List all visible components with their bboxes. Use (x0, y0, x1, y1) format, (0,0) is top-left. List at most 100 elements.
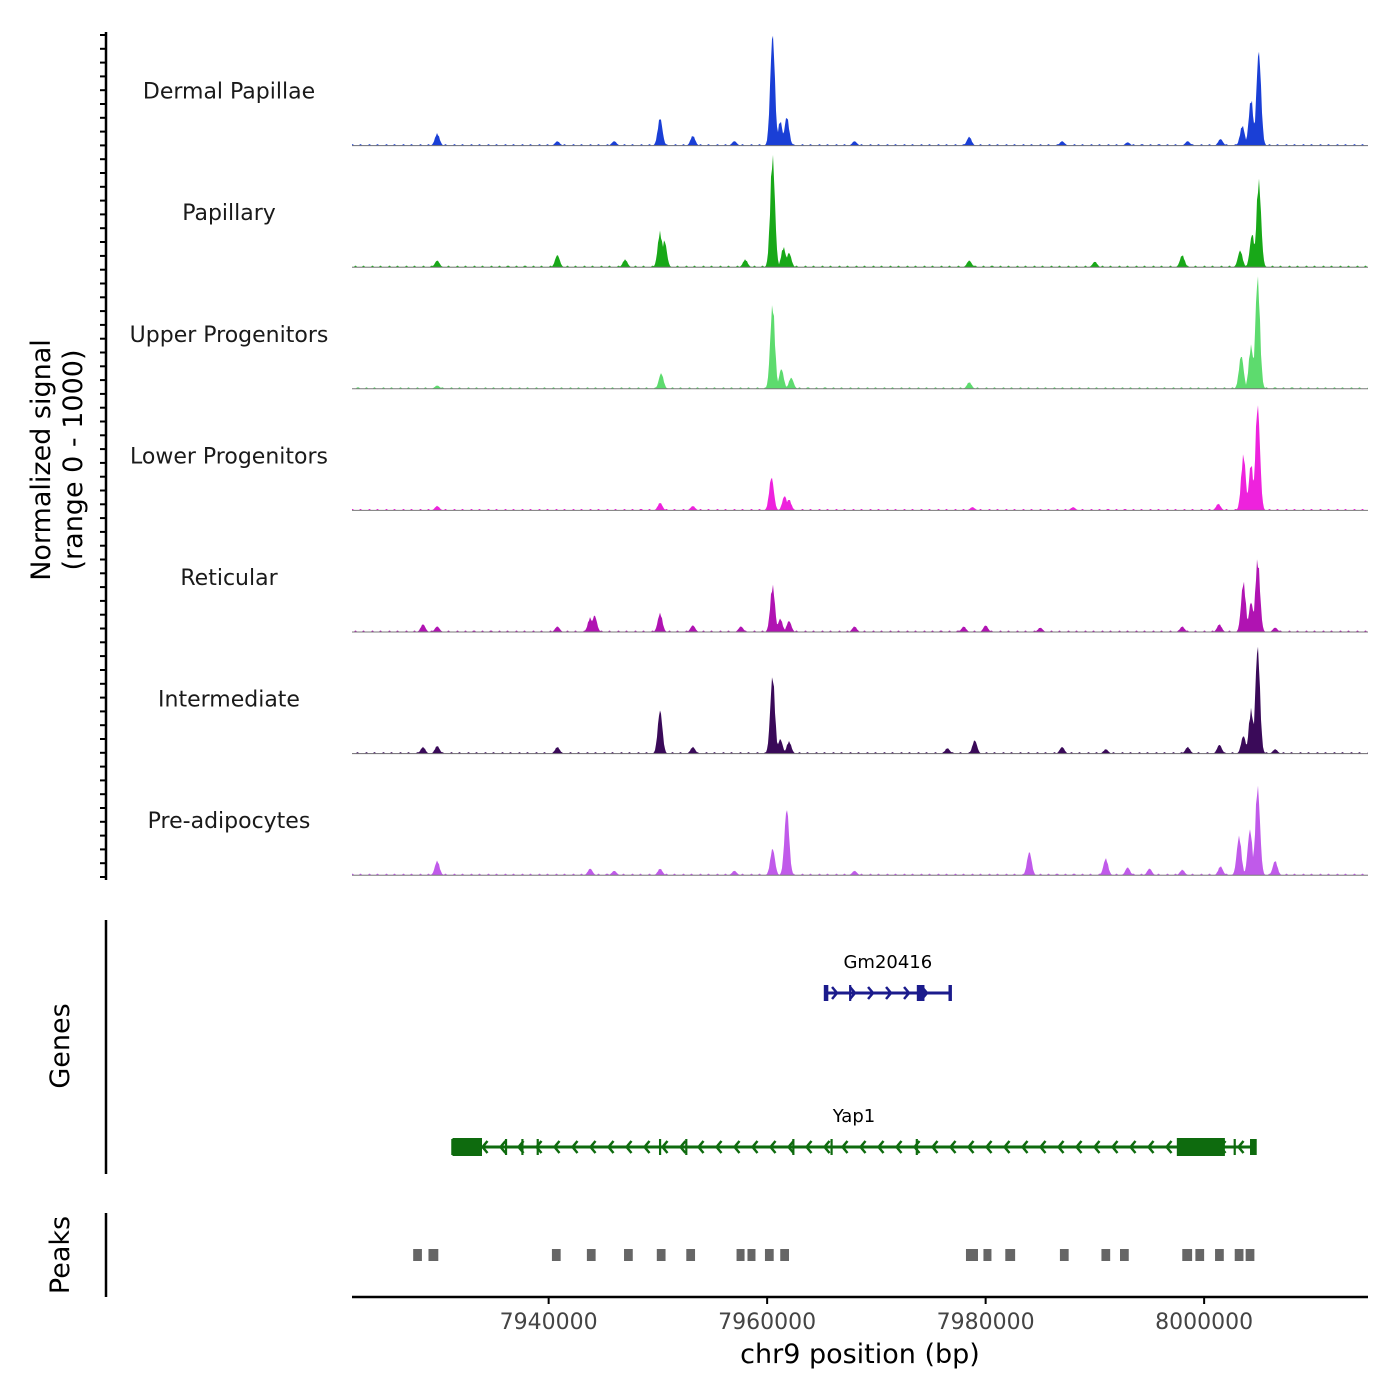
signal-area (352, 405, 1368, 511)
signal-area (352, 785, 1368, 876)
coding-exon (1176, 1138, 1225, 1156)
x-tick-label: 7960000 (718, 1310, 816, 1335)
strand-arrow (1128, 1140, 1137, 1154)
coding-exon (452, 1138, 483, 1156)
signal-area (352, 276, 1368, 389)
track-3: Upper Progenitors (130, 276, 1368, 390)
strand-arrow (876, 1140, 885, 1154)
signal-tracks: Dermal Papillae Papillary Upper Progenitor… (130, 35, 1368, 876)
exon (536, 1139, 539, 1155)
strand-arrow (831, 986, 839, 1000)
exon (1250, 1139, 1256, 1155)
strand-arrow (894, 1140, 903, 1154)
gene-gm20416: Gm20416 (823, 952, 952, 1001)
signal-area (352, 154, 1368, 268)
strand-arrow (714, 1140, 723, 1154)
strand-arrow (948, 1140, 957, 1154)
track-label: Lower Progenitors (130, 444, 328, 469)
strand-arrow (1110, 1140, 1119, 1154)
peak-region (624, 1249, 633, 1261)
exon (849, 985, 852, 1001)
track-2: Papillary (182, 154, 1368, 268)
signal-area (352, 35, 1368, 146)
exon (792, 1139, 795, 1155)
track-label: Intermediate (158, 688, 300, 713)
exon (915, 1139, 918, 1155)
peak-region (965, 1249, 978, 1261)
genes-panel: Gm20416 Yap1 (104, 920, 1257, 1174)
peaks-y-axis-title: Peaks (45, 1216, 76, 1294)
track-4: Lower Progenitors (130, 405, 1368, 511)
strand-arrow (624, 1140, 633, 1154)
strand-arrow (1236, 1140, 1245, 1154)
x-axis-title: chr9 position (bp) (740, 1339, 980, 1370)
peak-region (551, 1249, 561, 1261)
peak-region (1215, 1249, 1224, 1261)
signal-area (352, 559, 1368, 632)
strand-arrow (660, 1140, 669, 1154)
strand-arrow (534, 1140, 543, 1154)
x-axis: 7940000 7960000 7980000 8000000 (352, 1295, 1368, 1335)
strand-arrow (903, 986, 911, 1000)
strand-arrow (1092, 1140, 1101, 1154)
peak-region (736, 1249, 745, 1261)
strand-arrow (498, 1140, 507, 1154)
exon (1233, 1139, 1236, 1155)
peak-region (1234, 1249, 1244, 1261)
strand-arrow (606, 1140, 615, 1154)
strand-arrow (840, 1140, 849, 1154)
exon (658, 1139, 662, 1155)
track-label: Dermal Papillae (143, 80, 315, 105)
peak-region (413, 1249, 422, 1261)
exon (521, 1139, 524, 1155)
track-label: Pre-adipocytes (148, 809, 311, 834)
peak-region (1101, 1249, 1111, 1261)
peak-region (586, 1249, 596, 1261)
gene-yap1: Yap1 (451, 1106, 1257, 1156)
strand-arrow (768, 1140, 777, 1154)
strand-arrow (885, 986, 893, 1000)
peak-region (686, 1249, 696, 1261)
signal-y-axis-title-line2: (range 0 - 1000) (58, 350, 89, 571)
exon (504, 1139, 508, 1155)
track-label: Papillary (182, 201, 276, 226)
strand-arrow (696, 1140, 705, 1154)
exon (825, 985, 829, 1001)
track-1: Dermal Papillae (143, 35, 1368, 147)
signal-y-axis-title-line1: Normalized signal (26, 339, 57, 581)
strand-arrow (822, 1140, 831, 1154)
exon (916, 985, 925, 1001)
strand-arrow (786, 1140, 795, 1154)
peak-region (1195, 1249, 1205, 1261)
track-label: Reticular (180, 566, 278, 591)
strand-arrow (1164, 1140, 1173, 1154)
track-7: Pre-adipocytes (148, 785, 1368, 876)
strand-arrow (1074, 1140, 1083, 1154)
peak-region (1005, 1249, 1016, 1261)
strand-arrow (1002, 1140, 1011, 1154)
peak-region (1120, 1249, 1129, 1261)
strand-arrow (750, 1140, 759, 1154)
strand-arrow (984, 1140, 993, 1154)
track-6: Intermediate (158, 646, 1368, 755)
gene-label: Gm20416 (843, 952, 932, 973)
strand-arrow (678, 1140, 687, 1154)
strand-arrow (1146, 1140, 1155, 1154)
track-label: Upper Progenitors (130, 323, 329, 348)
strand-arrow (732, 1140, 741, 1154)
peak-region (428, 1249, 439, 1261)
peak-region (1182, 1249, 1193, 1261)
peak-region (780, 1249, 789, 1261)
peak-region (983, 1249, 992, 1261)
x-tick-label: 7940000 (500, 1310, 598, 1335)
strand-arrow (480, 1140, 489, 1154)
peak-region (747, 1249, 756, 1261)
peaks-panel (104, 1213, 1255, 1297)
strand-arrow (588, 1140, 597, 1154)
peak-region (656, 1249, 666, 1261)
strand-arrow (1020, 1140, 1029, 1154)
strand-arrow (804, 1140, 813, 1154)
strand-arrow (867, 986, 875, 1000)
x-tick-label: 8000000 (1155, 1310, 1253, 1335)
